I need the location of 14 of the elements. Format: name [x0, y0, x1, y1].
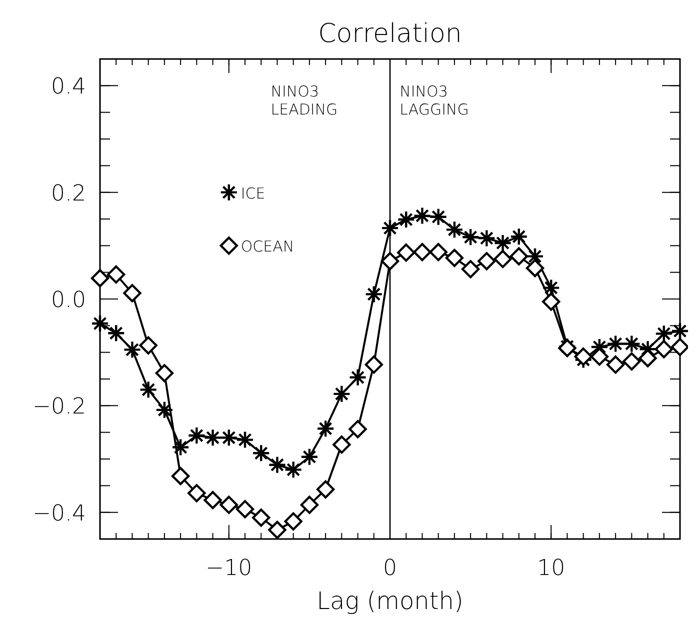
annotation: NINO3 LAGGING [400, 82, 469, 118]
y-tick-label: −0.4 [32, 501, 86, 526]
x-tick-label: −10 [206, 556, 252, 581]
chart-title: Correlation [318, 19, 462, 49]
annotation: NINO3 LEADING [270, 82, 338, 118]
legend-label: OCEAN [240, 238, 294, 256]
y-tick-label: 0.4 [51, 74, 86, 100]
x-tick-label: 0 [383, 556, 397, 581]
y-tick-label: 0.2 [51, 181, 86, 206]
y-tick-label: −0.2 [32, 394, 86, 420]
legend-label: ICE [240, 184, 266, 202]
x-axis-title: Lag (month) [316, 587, 464, 615]
x-tick-label: 10 [537, 556, 566, 581]
y-tick-label: 0.0 [51, 288, 86, 313]
